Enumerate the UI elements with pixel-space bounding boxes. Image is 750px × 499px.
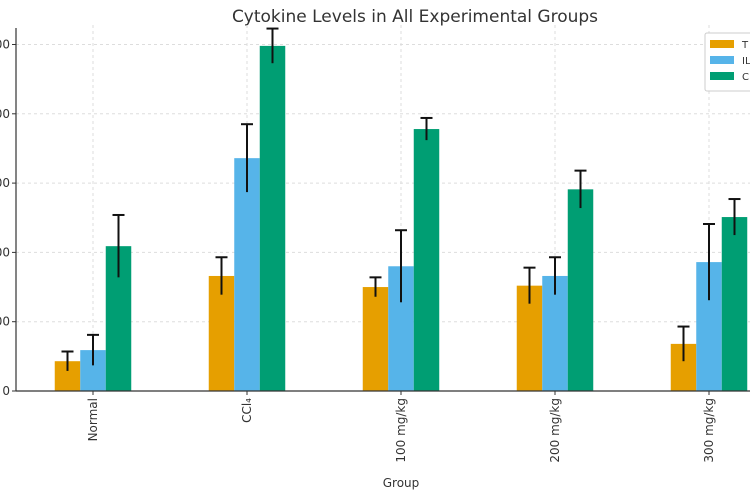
y-tick-label: 0 [2, 384, 10, 398]
bars [54, 27, 748, 392]
legend-swatch-c [710, 72, 734, 80]
y-tick-label: 200 [0, 245, 10, 259]
x-axis-label: Group [383, 476, 420, 490]
bar-t-1 [208, 275, 235, 391]
y-tick-label: 300 [0, 176, 10, 190]
legend-swatch-il [710, 56, 734, 64]
x-tick-label: Normal [86, 398, 100, 441]
x-tick-label: 100 mg/kg [394, 398, 408, 463]
bar-il-1 [234, 158, 260, 391]
y-tick-label: 100 [0, 315, 10, 329]
legend-swatch-t [710, 40, 734, 48]
legend-label: C [742, 72, 749, 83]
bar-il-3 [542, 275, 568, 391]
bar-t-2 [362, 287, 389, 391]
bar-c-2 [413, 129, 440, 391]
legend-label: T [741, 40, 749, 51]
x-tick-label: 300 mg/kg [702, 398, 716, 463]
axes: 0 100 200 300 400 500 Normal CCl₄ 100 mg/kg 200 m… [0, 28, 750, 463]
x-tick-label: 200 mg/kg [548, 398, 562, 463]
bar-c-1 [259, 45, 286, 392]
legend: T IL C [704, 32, 750, 92]
y-tick-label: 500 [0, 38, 10, 52]
y-tick-label: 400 [0, 107, 10, 121]
chart-title: Cytokine Levels in All Experimental Grou… [232, 7, 598, 27]
bar-c-3 [567, 189, 594, 391]
x-tick-label: CCl₄ [240, 398, 254, 423]
bar-c-4 [721, 217, 748, 391]
legend-label: IL [742, 56, 750, 67]
